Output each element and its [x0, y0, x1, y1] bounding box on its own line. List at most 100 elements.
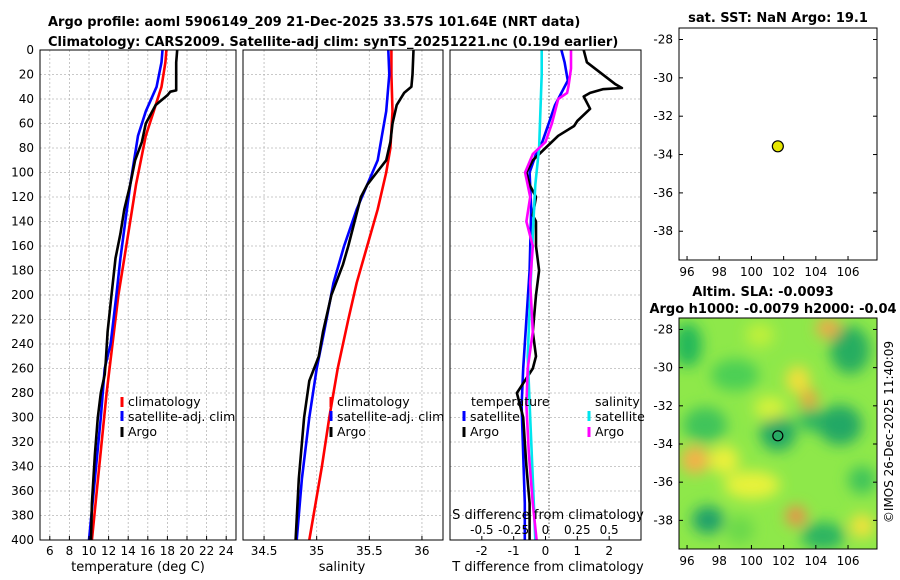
salinity-legend: climatology satellite-adj. clim Argo — [329, 394, 444, 439]
lat-tick-label: -36 — [653, 475, 673, 489]
lon-tick-label: 102 — [772, 265, 795, 279]
x-tick-label: 22 — [199, 544, 214, 558]
series-line-satellite-adj-clim — [295, 50, 391, 540]
s-diff-tick-label: 0.25 — [564, 523, 591, 537]
legend-climatology-label: climatology — [128, 394, 201, 409]
depth-tick-label: 20 — [19, 68, 34, 82]
x-tick-label: 34.5 — [251, 544, 278, 558]
depth-tick-label: 180 — [11, 264, 34, 278]
depth-tick-label: 200 — [11, 288, 34, 302]
legend-argo-label: Argo — [337, 424, 366, 439]
figure-title-line1: Argo profile: aoml 5906149_209 21-Dec-20… — [48, 15, 580, 30]
lon-tick-label: 98 — [712, 265, 727, 279]
depth-tick-label: 320 — [11, 435, 34, 449]
depth-tick-label: 0 — [26, 43, 34, 57]
difference-lines — [515, 50, 624, 540]
x-tick-label: 2 — [605, 544, 613, 558]
lat-tick-label: -34 — [653, 437, 673, 451]
s-diff-tick-label: 0.5 — [600, 523, 619, 537]
legend-s-satellite-label: satellite — [595, 409, 645, 424]
series-line-satellite-adj-clim — [87, 50, 164, 540]
difference-t-ticks: -2 -1 0 1 2 — [476, 536, 613, 558]
legend-salinity-title: salinity — [595, 394, 640, 409]
x-tick-label: 6 — [46, 544, 54, 558]
lat-tick-label: -38 — [653, 513, 673, 527]
legend-satellite-label: satellite-adj. clim — [337, 409, 444, 424]
sla-map-title-line1: Altim. SLA: -0.0093 — [692, 285, 833, 300]
s-diff-tick-label: 0 — [542, 523, 550, 537]
depth-tick-label: 380 — [11, 509, 34, 523]
series-line-salinity-satellite — [526, 50, 544, 540]
depth-tick-label: 340 — [11, 460, 34, 474]
lat-tick-label: -30 — [653, 71, 673, 85]
lat-tick-label: -38 — [653, 224, 673, 238]
lon-tick-label: 104 — [804, 554, 827, 568]
lon-tick-label: 104 — [804, 265, 827, 279]
lon-tick-label: 100 — [740, 265, 763, 279]
legend-satellite-label: satellite-adj. clim — [128, 409, 235, 424]
s-diff-tick-label: -0.5 — [470, 523, 493, 537]
depth-tick-label: 360 — [11, 484, 34, 498]
series-line-climatology — [90, 50, 168, 540]
lat-tick-label: -30 — [653, 361, 673, 375]
lat-tick-label: -34 — [653, 148, 673, 162]
depth-axis-ticks: 0 20 40 60 80 100 120 140 160 180 200 220 240 260 280 3… — [11, 43, 34, 547]
x-tick-label: 8 — [66, 544, 74, 558]
lon-tick-label: 106 — [837, 554, 860, 568]
series-line-temperature-satellite — [520, 50, 570, 540]
sla-map-title-line2: Argo h1000: -0.0079 h2000: -0.04 — [649, 302, 896, 317]
depth-tick-label: 60 — [19, 117, 34, 131]
depth-tick-label: 80 — [19, 141, 34, 155]
depth-tick-label: 280 — [11, 386, 34, 400]
x-tick-label: 16 — [140, 544, 155, 558]
lat-tick-label: -32 — [653, 109, 673, 123]
difference-grid — [450, 49, 641, 541]
lon-tick-label: 100 — [740, 554, 763, 568]
x-tick-label: 14 — [121, 544, 136, 558]
imos-credit: ©IMOS 26-Dec-2025 11:40:09 — [882, 341, 896, 523]
depth-tick-label: 140 — [11, 215, 34, 229]
x-tick-label: 18 — [160, 544, 175, 558]
temperature-legend: climatology satellite-adj. clim Argo — [120, 394, 235, 439]
lon-tick-label: 96 — [679, 265, 694, 279]
salinity-grid — [243, 49, 443, 541]
lat-tick-label: -36 — [653, 186, 673, 200]
depth-tick-label: 40 — [19, 92, 34, 106]
sst-map-title: sat. SST: NaN Argo: 19.1 — [688, 11, 868, 26]
sst-map-ticks: 96 98 100 102 104 106 -28 -30 -32 -34 -36 -38 — [653, 33, 877, 279]
difference-panel: -2 -1 0 1 2 -0.5 -0.25 0 0.25 0.5 S difference f… — [449, 49, 645, 575]
sla-heatmap — [679, 318, 877, 549]
depth-tick-label: 400 — [11, 533, 34, 547]
lon-tick-label: 98 — [712, 554, 727, 568]
temperature-frame — [39, 49, 237, 541]
x-tick-label: 35 — [309, 544, 324, 558]
temperature-grid — [40, 49, 236, 541]
legend-temperature-title: temperature — [471, 394, 550, 409]
legend-argo-label: Argo — [128, 424, 157, 439]
x-tick-label: 0 — [542, 544, 550, 558]
series-line-argo — [89, 50, 179, 540]
legend-climatology-label: climatology — [337, 394, 410, 409]
legend-t-satellite-label: satellite — [470, 409, 520, 424]
sla-map-frame — [678, 317, 878, 550]
depth-tick-label: 260 — [11, 362, 34, 376]
depth-tick-label: 120 — [11, 190, 34, 204]
s-diff-tick-label: -0.25 — [498, 523, 529, 537]
legend-t-argo-label: Argo — [470, 424, 499, 439]
sst-map-panel: sat. SST: NaN Argo: 19.1 96 98 100 102 104 10… — [653, 11, 878, 279]
salinity-x-label: salinity — [319, 560, 366, 575]
x-tick-label: 36 — [414, 544, 429, 558]
lon-tick-label: 106 — [837, 265, 860, 279]
x-tick-label: 20 — [179, 544, 194, 558]
x-tick-label: -2 — [476, 544, 488, 558]
depth-tick-label: 240 — [11, 337, 34, 351]
salinity-frame — [242, 49, 444, 541]
x-tick-label: -1 — [508, 544, 520, 558]
series-line-salinity-argo — [523, 50, 573, 540]
lon-tick-label: 96 — [679, 554, 694, 568]
legend-s-argo-label: Argo — [595, 424, 624, 439]
lat-tick-label: -28 — [653, 33, 673, 47]
x-tick-label: 35.5 — [356, 544, 383, 558]
lat-tick-label: -28 — [653, 322, 673, 336]
